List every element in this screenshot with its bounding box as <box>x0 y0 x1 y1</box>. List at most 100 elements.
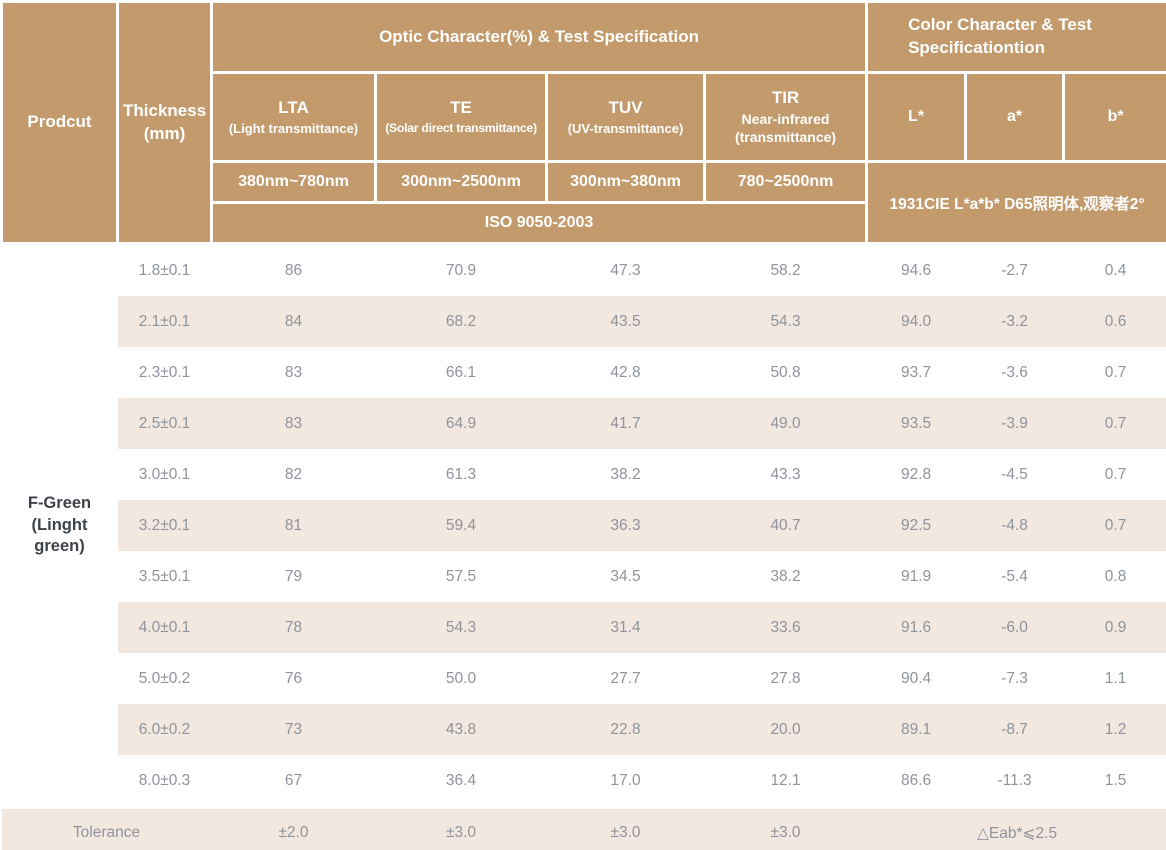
te-column-header: TE (Solar direct transmittance) <box>374 71 548 163</box>
bstar-value-cell: 0.7 <box>1063 500 1166 551</box>
astar-value-cell: -7.3 <box>1001 669 1028 687</box>
tir-abbr: TIR <box>771 87 800 107</box>
te-value-cell: 36.4 <box>445 771 477 789</box>
color-group-label: Color Character & Test Specificationtion <box>908 15 1092 57</box>
lta-value-cell: 81 <box>211 500 376 551</box>
bstar-value-cell: 0.7 <box>1063 398 1166 449</box>
table-row: 2.3±0.1 83 66.1 42.8 50.8 93.7 -3.6 0.7 <box>2 347 1166 398</box>
te-value-cell: 61.3 <box>445 465 477 483</box>
tuv-value-cell: 47.3 <box>610 261 641 279</box>
lta-value-cell: 78 <box>211 602 376 653</box>
table-row: 3.0±0.1 82 61.3 38.2 43.3 92.8 -4.5 0.7 <box>2 449 1166 500</box>
tir-value-cell: 43.3 <box>770 465 801 483</box>
bstar-value-cell: 0.9 <box>1063 602 1166 653</box>
lta-range-header: 380nm~780nm <box>210 160 377 204</box>
tir-fullname: Near-infrared (transmittance) <box>734 111 837 146</box>
thickness-cell: 2.5±0.1 <box>117 398 212 449</box>
tuv-value-cell: 43.5 <box>546 296 705 347</box>
thickness-cell: 4.0±0.1 <box>117 602 212 653</box>
lstar-value-cell: 92.5 <box>866 500 966 551</box>
astar-value-cell: -4.8 <box>965 500 1064 551</box>
lta-value-cell: 86 <box>284 261 303 279</box>
table-row: 6.0±0.2 73 43.8 22.8 20.0 89.1 -8.7 1.2 <box>2 704 1166 755</box>
tir-value-cell: 54.3 <box>704 296 867 347</box>
bstar-column-header: b* <box>1062 71 1166 163</box>
tir-value-cell: 58.2 <box>770 261 801 279</box>
tuv-value-cell: 42.8 <box>610 363 641 381</box>
lstar-value-cell: 90.4 <box>900 669 932 687</box>
optic-group-header: Optic Character(%) & Test Specification <box>209 0 869 74</box>
tuv-value-cell: 36.3 <box>546 500 705 551</box>
tuv-value-cell: 38.2 <box>610 465 641 483</box>
astar-value-cell: -6.0 <box>965 602 1064 653</box>
tolerance-row: Tolerance ±2.0 ±3.0 ±3.0 ±3.0 △Eab*⩽2.5 <box>1 806 1166 850</box>
lstar-value-cell: 94.0 <box>866 296 966 347</box>
tir-value-cell: 40.7 <box>704 500 867 551</box>
thickness-cell: 5.0±0.2 <box>138 669 191 687</box>
tuv-value-cell: 17.0 <box>610 771 641 789</box>
thickness-cell: 2.3±0.1 <box>138 363 191 381</box>
te-range-header: 300nm~2500nm <box>374 160 548 204</box>
tolerance-color: △Eab*⩽2.5 <box>866 806 1166 850</box>
lstar-value-cell: 94.6 <box>900 261 932 279</box>
tir-value-cell: 27.8 <box>770 669 801 687</box>
te-value-cell: 68.2 <box>375 296 547 347</box>
bstar-value-cell: 0.7 <box>1104 465 1127 483</box>
lta-value-cell: 67 <box>284 771 303 789</box>
optic-test-standard: ISO 9050-2003 <box>209 201 869 245</box>
bstar-value-cell: 0.8 <box>1104 567 1127 585</box>
lta-value-cell: 79 <box>284 567 303 585</box>
te-value-cell: 64.9 <box>375 398 547 449</box>
tuv-abbr: TUV <box>608 97 643 117</box>
color-group-header: Color Character & Test Specificationtion <box>865 0 1166 74</box>
bstar-value-cell: 1.1 <box>1104 669 1127 687</box>
lta-column-header: LTA (Light transmittance) <box>210 71 377 163</box>
thickness-cell: 8.0±0.3 <box>138 771 191 789</box>
table-row: 4.0±0.1 78 54.3 31.4 33.6 91.6 -6.0 0.9 <box>2 602 1166 653</box>
lta-value-cell: 84 <box>211 296 376 347</box>
product-name-cell: F-Green (Linght green) <box>1 243 118 808</box>
tuv-fullname: (UV-transmittance) <box>567 120 684 136</box>
lta-value-cell: 83 <box>211 398 376 449</box>
bstar-value-cell: 1.2 <box>1063 704 1166 755</box>
table-body: F-Green (Linght green) 1.8±0.1 86 70.9 47.3 5… <box>1 243 1166 808</box>
tir-value-cell: 12.1 <box>770 771 801 789</box>
te-value-cell: 66.1 <box>445 363 477 381</box>
lta-value-cell: 82 <box>284 465 303 483</box>
bstar-value-cell: 1.5 <box>1104 771 1127 789</box>
tolerance-lta: ±2.0 <box>211 806 376 850</box>
tuv-value-cell: 34.5 <box>610 567 641 585</box>
astar-value-cell: -5.4 <box>1001 567 1028 585</box>
te-value-cell: 57.5 <box>445 567 477 585</box>
tuv-value-cell: 31.4 <box>546 602 705 653</box>
astar-value-cell: -3.6 <box>1001 363 1028 381</box>
tuv-range-header: 300nm~380nm <box>545 160 706 204</box>
table-row: 8.0±0.3 67 36.4 17.0 12.1 86.6 -11.3 1.5 <box>2 755 1166 808</box>
te-value-cell: 50.0 <box>445 669 477 687</box>
lta-value-cell: 73 <box>211 704 376 755</box>
product-column-header: Prodcut <box>0 0 119 245</box>
header-standard-row: ISO 9050-2003 <box>2 201 1166 245</box>
table-header: Prodcut Thickness (mm) Optic Character(%… <box>0 0 1166 245</box>
tir-value-cell: 50.8 <box>770 363 801 381</box>
te-value-cell: 54.3 <box>375 602 547 653</box>
table-row: 5.0±0.2 76 50.0 27.7 27.8 90.4 -7.3 1.1 <box>2 653 1166 704</box>
lstar-value-cell: 91.9 <box>900 567 932 585</box>
thickness-cell: 2.1±0.1 <box>117 296 212 347</box>
table-row: 3.2±0.1 81 59.4 36.3 40.7 92.5 -4.8 0.7 <box>2 500 1166 551</box>
header-group-row: Prodcut Thickness (mm) Optic Character(%… <box>0 0 1166 245</box>
te-fullname: (Solar direct transmittance) <box>385 121 537 136</box>
astar-value-cell: -2.7 <box>1001 261 1028 279</box>
te-value-cell: 43.8 <box>375 704 547 755</box>
astar-value-cell: -8.7 <box>965 704 1064 755</box>
tir-value-cell: 20.0 <box>704 704 867 755</box>
thickness-cell: 1.8±0.1 <box>138 261 191 279</box>
lstar-value-cell: 89.1 <box>866 704 966 755</box>
te-abbr: TE <box>450 97 472 117</box>
tolerance-label: Tolerance <box>1 806 212 850</box>
lstar-column-header: L* <box>865 71 968 163</box>
lstar-value-cell: 92.8 <box>900 465 932 483</box>
tir-column-header: TIR Near-infrared (transmittance) <box>702 71 869 163</box>
